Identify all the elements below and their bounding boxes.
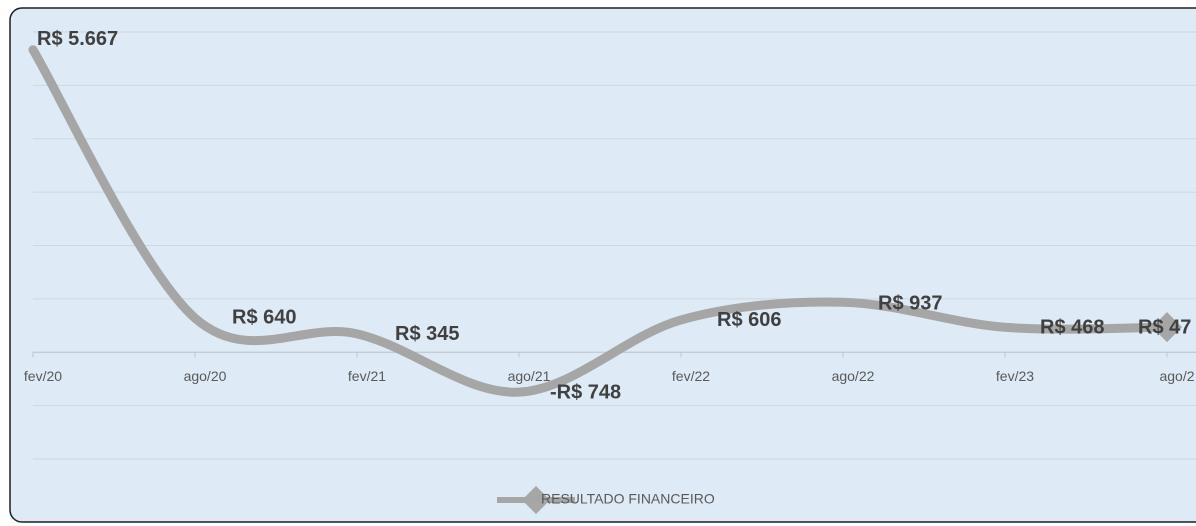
data-label: -R$ 748 [550,381,621,403]
data-label: R$ 640 [232,306,297,328]
x-tick-label: ago/21 [508,368,551,384]
data-label: R$ 345 [395,323,460,345]
series-line [28,45,1172,397]
x-tick-label: fev/22 [672,368,710,384]
x-tick-label: ago/20 [184,368,227,384]
x-tick-label: fev/20 [24,368,62,384]
data-label: R$ 47 [1138,316,1191,338]
point-marker [1152,312,1182,343]
legend-label: RESULTADO FINANCEIRO [541,491,715,507]
x-tick-label: ago/22 [832,368,875,384]
legend-marker [522,486,550,514]
data-label: R$ 937 [878,293,943,315]
x-tick-label: fev/21 [348,368,386,384]
data-label: R$ 606 [717,309,782,331]
data-label: R$ 468 [1040,317,1105,339]
chart-frame [9,7,1196,523]
x-tick-label: fev/23 [996,368,1034,384]
data-label: R$ 5.667 [37,28,118,50]
x-tick-label: ago/2 [1159,368,1194,384]
